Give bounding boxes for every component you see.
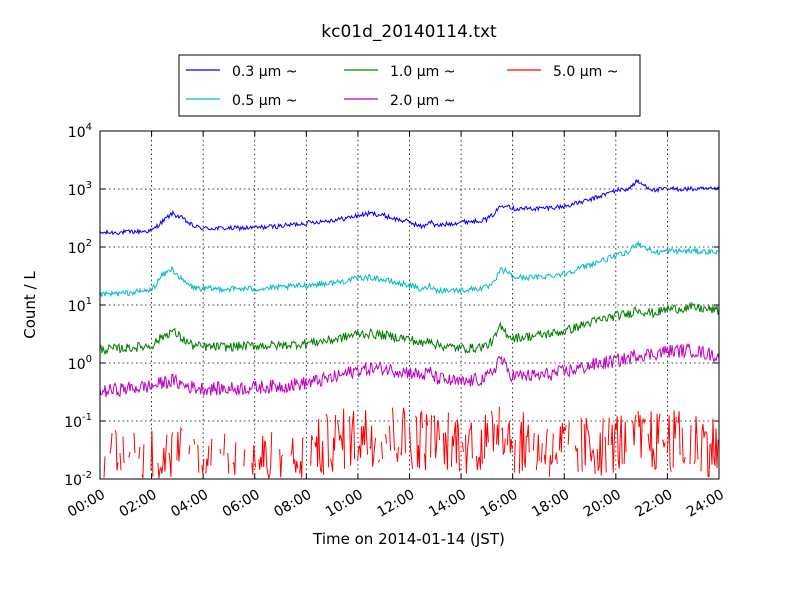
y-tick-label: 101 — [68, 296, 92, 315]
x-axis-label: Time on 2014-01-14 (JST) — [312, 530, 505, 548]
y-tick-label: 103 — [68, 180, 92, 199]
legend-label: 0.3 μm ~ — [232, 64, 297, 80]
x-tick-label: 04:00 — [168, 487, 211, 521]
legend-label: 1.0 μm ~ — [390, 64, 455, 80]
series-line-5 — [103, 406, 719, 480]
y-axis-label: Count / L — [21, 271, 39, 339]
x-tick-label: 08:00 — [271, 487, 314, 521]
legend-label: 2.0 μm ~ — [390, 93, 455, 109]
y-tick-label: 102 — [68, 238, 92, 257]
x-tick-label: 02:00 — [117, 487, 160, 521]
y-tick-label: 10-2 — [64, 470, 92, 489]
series-line-4 — [99, 342, 720, 398]
legend: 0.3 μm ~ 0.5 μm ~ 1.0 μm ~ 2.0 μm ~ 5.0 μm ~ — [178, 54, 641, 117]
legend-frame — [178, 54, 641, 117]
x-tick-label: 00:00 — [65, 487, 108, 521]
series-line-2 — [99, 239, 720, 298]
x-tick-label: 16:00 — [478, 487, 521, 521]
legend-label: 0.5 μm ~ — [232, 93, 297, 109]
y-axis-ticks: 10-2 10-1 100 101 102 103 104 — [64, 122, 719, 489]
x-tick-label: 20:00 — [581, 487, 624, 521]
x-tick-label: 10:00 — [323, 487, 366, 521]
y-tick-label: 100 — [68, 354, 92, 373]
legend-label: 5.0 μm ~ — [553, 64, 618, 80]
chart-title: kc01d_20140114.txt — [321, 22, 497, 42]
series-line-1 — [99, 178, 720, 236]
y-tick-label: 104 — [68, 122, 92, 141]
x-tick-label: 24:00 — [684, 487, 727, 521]
series-line-3 — [99, 301, 720, 356]
x-tick-label: 18:00 — [529, 487, 572, 521]
x-tick-label: 14:00 — [426, 487, 469, 521]
series-lines — [99, 178, 720, 480]
y-tick-label: 10-1 — [64, 412, 92, 431]
x-tick-label: 12:00 — [375, 487, 418, 521]
x-tick-label: 22:00 — [632, 487, 675, 521]
x-tick-label: 06:00 — [220, 487, 263, 521]
